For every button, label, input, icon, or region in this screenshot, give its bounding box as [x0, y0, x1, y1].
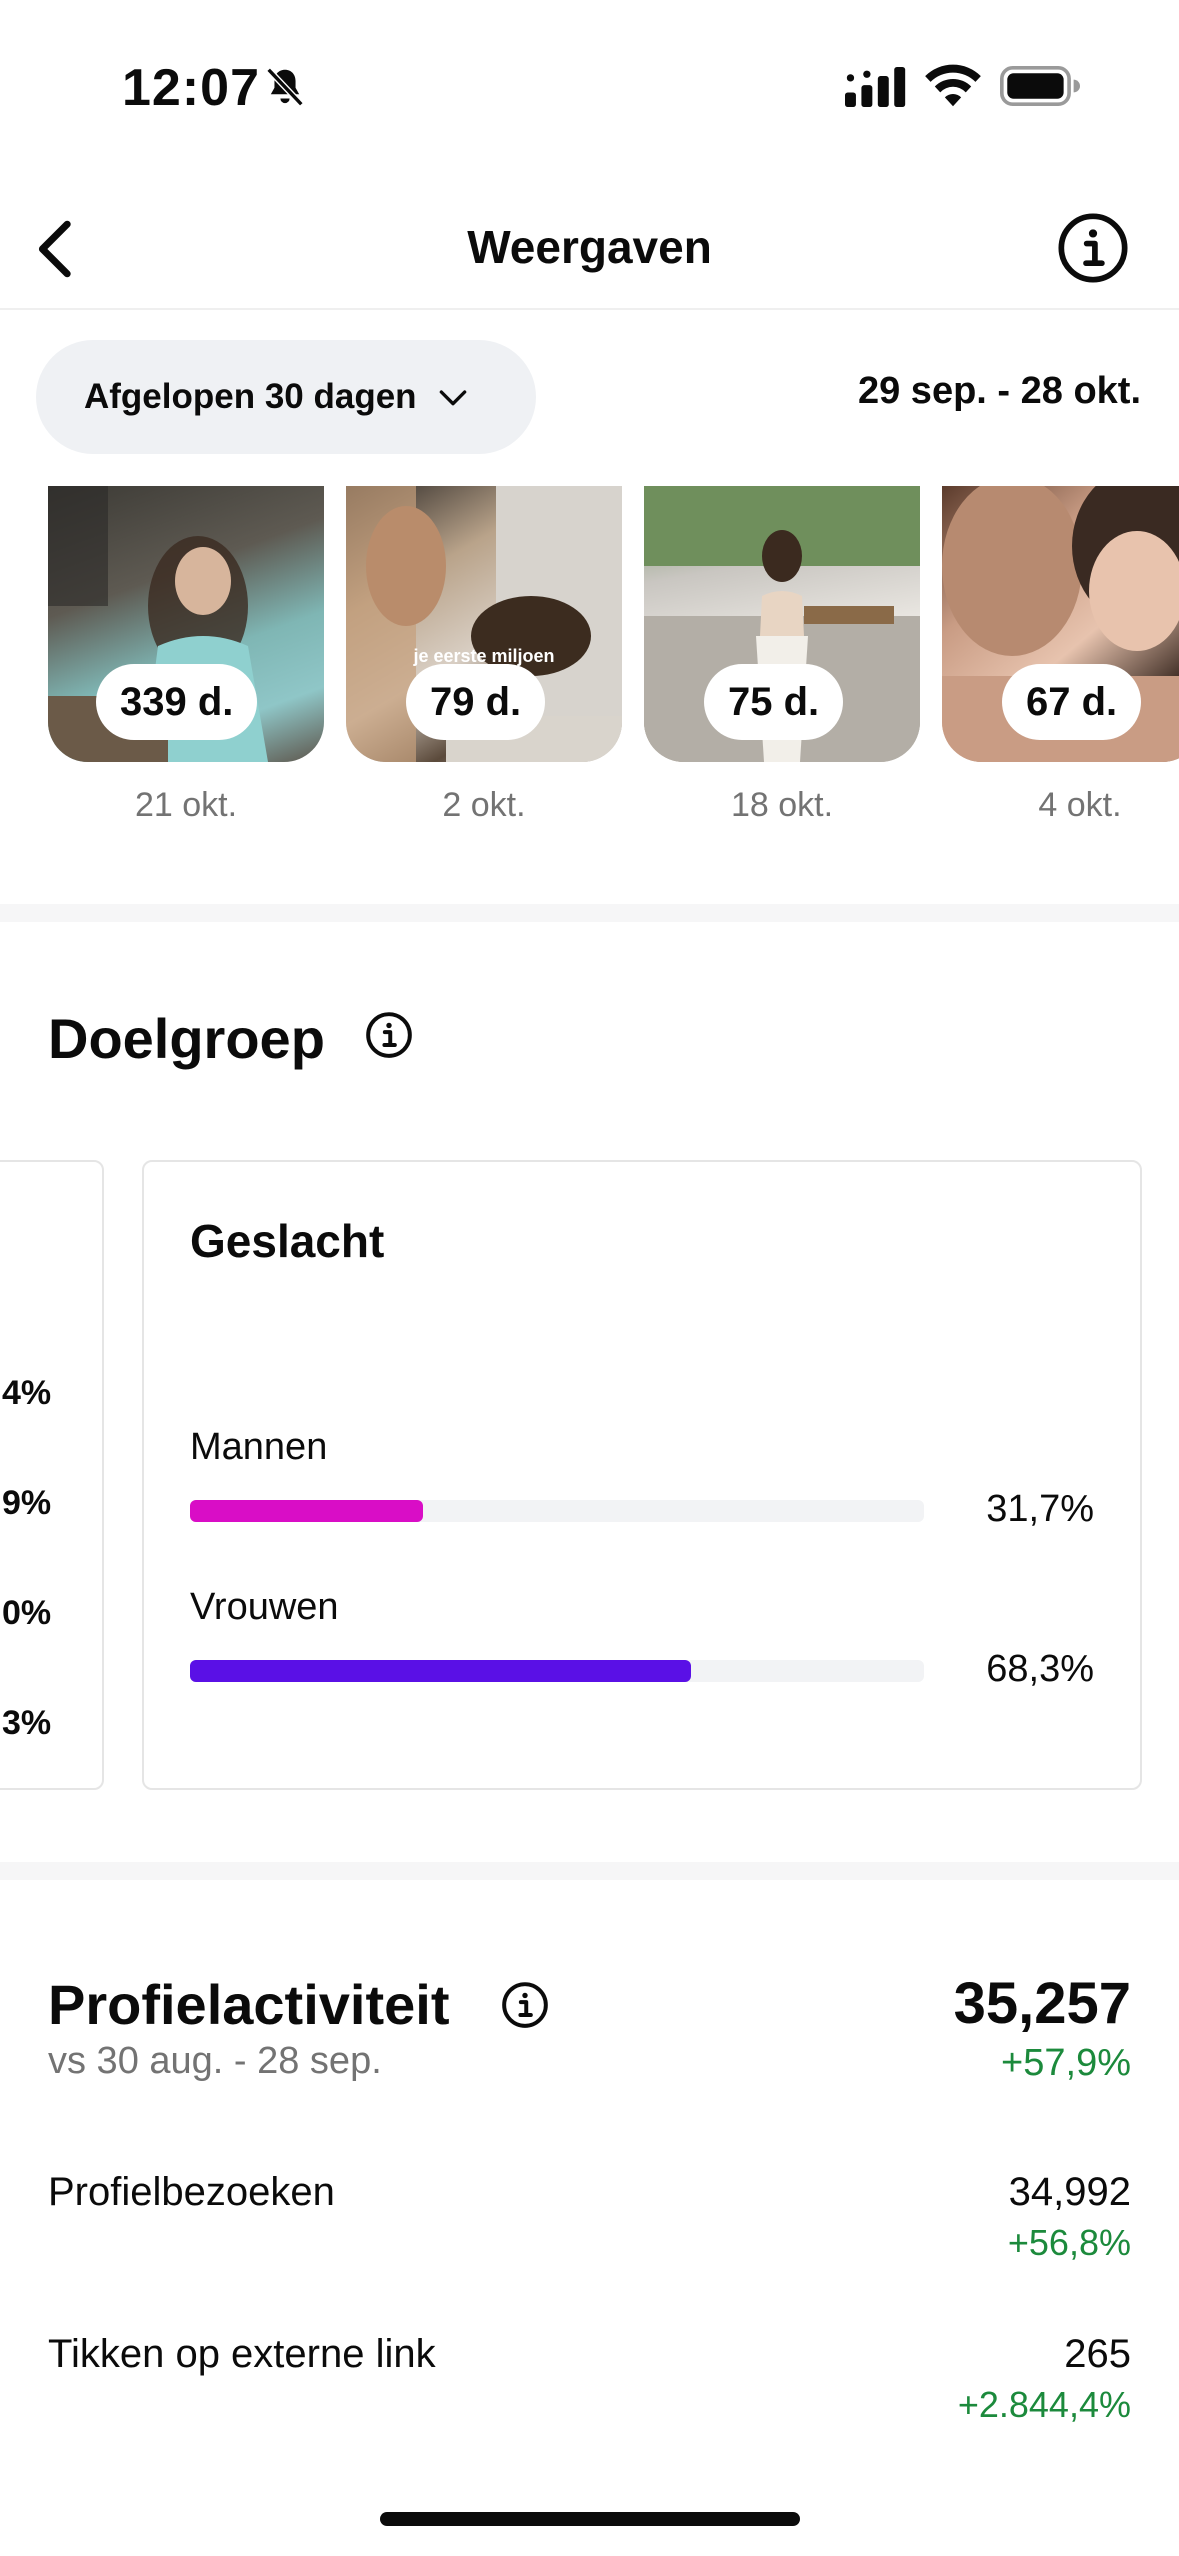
audience-card-previous[interactable]: 4% 9% 0% 3%	[0, 1160, 104, 1790]
view-count-badge: 339 d.	[96, 664, 258, 740]
gender-value-men: 31,7%	[986, 1488, 1094, 1530]
metric-change-external-link-taps: +2.844,4%	[957, 2384, 1131, 2425]
gender-label-women: Vrouwen	[190, 1586, 339, 1628]
gender-value-women: 68,3%	[986, 1648, 1094, 1690]
view-count-badge: 67 d.	[1002, 664, 1142, 740]
wifi-icon	[925, 64, 981, 107]
profile-activity-title: Profielactiviteit	[48, 1973, 450, 2036]
status-time: 12:07	[122, 59, 260, 117]
metric-change-profile-visits: +56,8%	[1007, 2222, 1131, 2263]
post-date: 4 okt.	[1038, 786, 1122, 824]
gender-card[interactable]: Geslacht Mannen 31,7% Vrouwen 68,3%	[142, 1160, 1142, 1790]
view-count-badge: 75 d.	[704, 664, 844, 740]
post-date: 2 okt.	[442, 786, 526, 824]
section-divider	[0, 904, 1179, 922]
gender-bar-men	[190, 1500, 924, 1522]
post-date: 18 okt.	[730, 786, 834, 824]
metric-label-profile-visits: Profielbezoeken	[48, 2170, 335, 2214]
profile-activity-change: +57,9%	[1001, 2042, 1131, 2084]
gender-bar-fill-women	[190, 1660, 691, 1682]
back-icon[interactable]	[22, 214, 92, 284]
card-value: 9%	[2, 1484, 52, 1522]
post-thumbnail[interactable]	[644, 486, 920, 762]
gender-bar-women	[190, 1660, 924, 1682]
post-thumbnail-strip[interactable]: je eerste miljoen 339 d. 79 d. 75 d. 67 …	[0, 486, 1179, 836]
metric-label-external-link-taps: Tikken op externe link	[48, 2332, 436, 2376]
post-image	[942, 486, 1179, 762]
gender-label-men: Mannen	[190, 1426, 328, 1468]
chevron-down-icon	[439, 390, 466, 406]
profile-activity-total: 35,257	[953, 1971, 1131, 2036]
page-title: Weergaven	[467, 221, 712, 273]
gender-bar-fill-men	[190, 1500, 423, 1522]
info-icon[interactable]	[1055, 210, 1131, 286]
post-date: 21 okt.	[134, 786, 238, 824]
card-value: 4%	[2, 1374, 52, 1412]
section-divider	[0, 1862, 1179, 1880]
period-filter-label: Afgelopen 30 dagen	[84, 377, 417, 416]
header-bar: Weergaven	[0, 190, 1179, 310]
metric-value-profile-visits: 34,992	[1008, 2170, 1131, 2214]
audience-title: Doelgroep	[48, 1007, 325, 1070]
period-filter-dropdown[interactable]: Afgelopen 30 dagen	[36, 340, 536, 454]
view-count-badge: 79 d.	[406, 664, 546, 740]
card-value: 3%	[2, 1704, 52, 1742]
info-icon[interactable]	[364, 1010, 414, 1060]
status-bar: 12:07	[0, 0, 1179, 160]
date-range: 29 sep. - 28 okt.	[857, 370, 1141, 412]
gender-card-title: Geslacht	[190, 1215, 385, 1267]
battery-icon	[1000, 66, 1080, 106]
bell-off-icon	[266, 67, 304, 107]
info-icon[interactable]	[500, 1980, 550, 2030]
profile-compare-period: vs 30 aug. - 28 sep.	[48, 2040, 382, 2082]
cellular-signal-icon	[845, 66, 906, 108]
post-caption: je eerste miljoen	[413, 646, 555, 666]
home-indicator[interactable]	[380, 2512, 800, 2526]
metric-value-external-link-taps: 265	[1064, 2332, 1131, 2376]
card-value: 0%	[2, 1594, 52, 1632]
